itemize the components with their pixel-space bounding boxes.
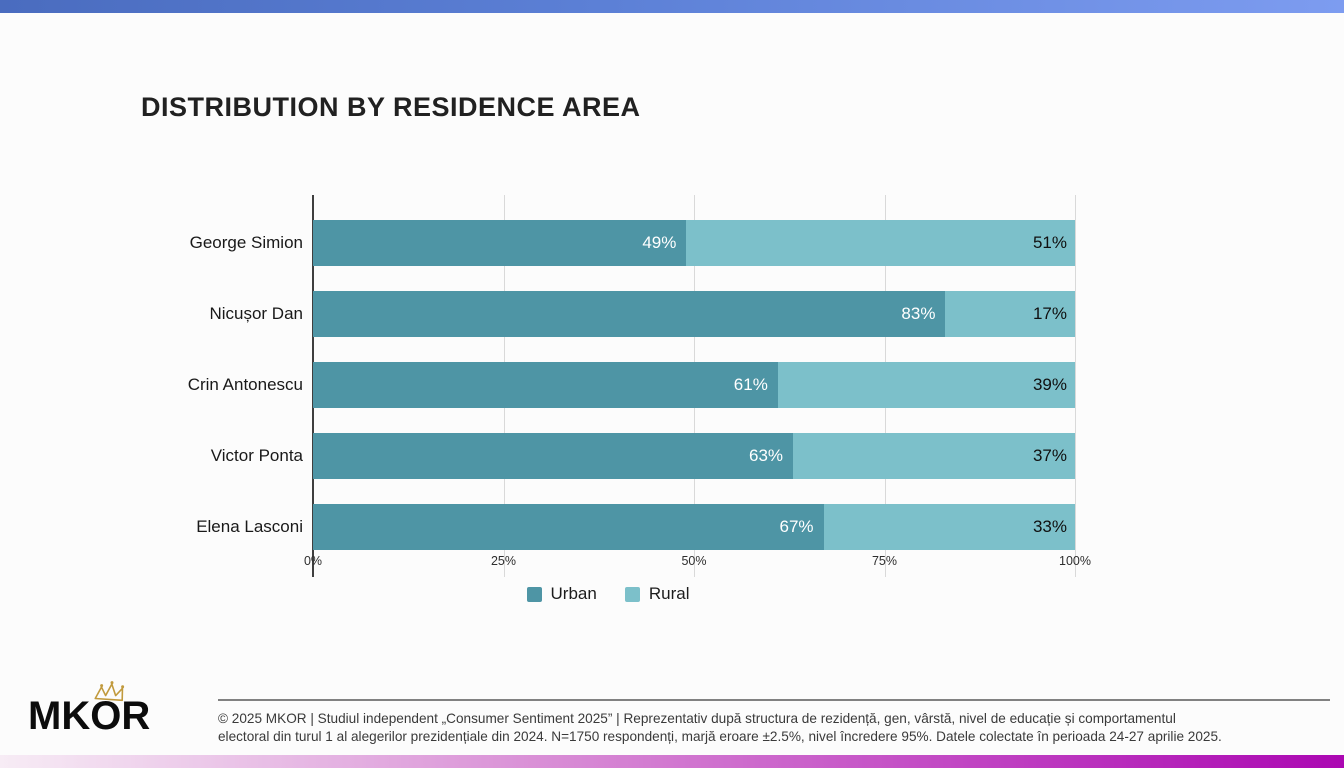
footer-disclaimer: © 2025 MKOR | Studiul independent „Consu…: [218, 699, 1330, 747]
urban-bar-segment: 67%: [313, 504, 824, 550]
x-tick-label: 75%: [871, 554, 898, 568]
rural-value-label: 37%: [1032, 446, 1067, 465]
rural-bar-segment: 17%: [945, 291, 1075, 337]
urban-value-label: 83%: [901, 304, 936, 323]
urban-bar-segment: 49%: [313, 220, 687, 266]
bar-row: Nicușor Dan 83% 17%: [141, 291, 1075, 337]
x-tick-label: 50%: [681, 554, 707, 568]
mkor-logo-text: MKOR: [28, 694, 151, 738]
legend-label: Rural: [648, 584, 690, 603]
footer-disclaimer-line1: © 2025 MKOR | Studiul independent „Consu…: [218, 711, 1176, 726]
bar-row: Elena Lasconi 67% 33%: [141, 504, 1075, 550]
bar-row: George Simion 49% 51%: [141, 220, 1075, 266]
urban-bar-segment: 63%: [313, 433, 794, 479]
x-tick-label: 0%: [303, 554, 323, 568]
stacked-bar: 67% 33%: [313, 504, 1075, 550]
urban-value-label: 63%: [749, 446, 784, 465]
category-label: Crin Antonescu: [187, 375, 303, 394]
rural-value-label: 17%: [1032, 304, 1067, 323]
page-title: DISTRIBUTION BY RESIDENCE AREA: [141, 92, 641, 122]
rural-bar-segment: 37%: [793, 433, 1075, 479]
stacked-bar: 61% 39%: [313, 362, 1075, 408]
bar-row: Crin Antonescu 61% 39%: [141, 362, 1075, 408]
category-label: Victor Ponta: [210, 446, 303, 465]
category-label: George Simion: [189, 233, 303, 252]
bottom-accent-bar: [0, 755, 1344, 768]
top-accent-bar: [0, 0, 1344, 13]
urban-value-label: 61%: [733, 375, 768, 394]
chart-legend: Urban Rural: [141, 584, 1075, 604]
legend-swatch-icon: [624, 586, 640, 602]
crown-icon: [94, 681, 125, 702]
legend-swatch-icon: [526, 586, 542, 602]
x-tick-label: 25%: [490, 554, 517, 568]
rural-bar-segment: 33%: [823, 504, 1075, 550]
urban-bar-segment: 61%: [313, 362, 778, 408]
gridline: [1075, 195, 1076, 577]
urban-value-label: 67%: [779, 517, 814, 536]
stacked-bar: 63% 37%: [313, 433, 1075, 479]
mkor-logo: MKOR: [28, 681, 178, 739]
legend-item-rural: Rural: [624, 584, 690, 604]
category-label: Nicușor Dan: [209, 304, 303, 323]
bar-rows: George Simion 49% 51% Nicușor Dan 83% 17% Crin…: [141, 195, 1075, 550]
footer-disclaimer-line2: electoral din turul 1 al alegerilor prez…: [218, 729, 1222, 745]
x-axis: 0% 25% 50% 75% 100%: [304, 554, 1091, 572]
rural-value-label: 51%: [1032, 233, 1067, 252]
residence-distribution-chart: George Simion 49% 51% Nicușor Dan 83% 17% Crin…: [141, 195, 1091, 604]
category-label: Elena Lasconi: [196, 517, 303, 536]
rural-bar-segment: 51%: [686, 220, 1075, 266]
x-tick-label: 100%: [1059, 554, 1091, 568]
urban-bar-segment: 83%: [313, 291, 946, 337]
stacked-bar: 83% 17%: [313, 291, 1075, 337]
urban-value-label: 49%: [642, 233, 677, 252]
legend-item-urban: Urban: [526, 584, 597, 604]
rural-bar-segment: 39%: [777, 362, 1075, 408]
stacked-bar: 49% 51%: [313, 220, 1075, 266]
rural-value-label: 39%: [1032, 375, 1067, 394]
bar-row: Victor Ponta 63% 37%: [141, 433, 1075, 479]
rural-value-label: 33%: [1032, 517, 1067, 536]
legend-label: Urban: [550, 584, 597, 603]
